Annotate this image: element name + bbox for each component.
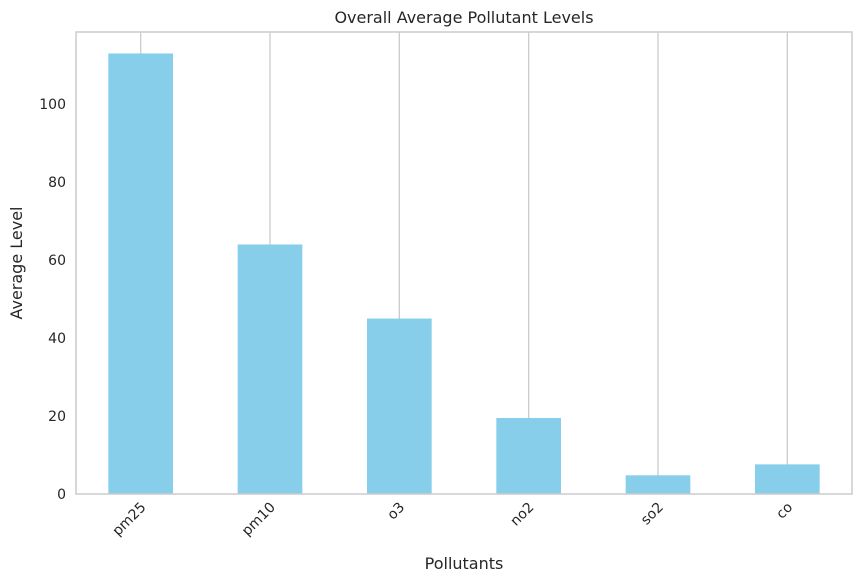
axes-frame bbox=[75, 31, 853, 495]
y-tick-label-0: 0 bbox=[57, 487, 66, 503]
y-tick-label-80: 80 bbox=[48, 175, 66, 191]
x-tick-label-pm25: pm25 bbox=[110, 500, 150, 540]
x-tick-label-no2: no2 bbox=[508, 500, 538, 530]
chart-title: Overall Average Pollutant Levels bbox=[334, 8, 593, 27]
bar-co bbox=[755, 464, 820, 494]
y-tick-label-20: 20 bbox=[48, 409, 66, 425]
x-tick-label-pm10: pm10 bbox=[239, 500, 279, 540]
y-tick-label-40: 40 bbox=[48, 331, 66, 347]
bars bbox=[108, 53, 820, 494]
x-tick-labels: pm25 pm10 o3 no2 so2 co bbox=[110, 500, 797, 540]
x-tick-label-o3: o3 bbox=[384, 500, 408, 524]
x-axis-title: Pollutants bbox=[425, 554, 504, 573]
y-tick-label-100: 100 bbox=[39, 97, 66, 113]
x-tick-label-so2: so2 bbox=[638, 500, 667, 529]
bar-so2 bbox=[625, 475, 691, 494]
y-tick-label-60: 60 bbox=[48, 253, 66, 269]
bar-pm25 bbox=[108, 53, 173, 494]
bar-pm10 bbox=[237, 244, 303, 494]
y-tick-labels: 0 20 40 60 80 100 bbox=[39, 97, 66, 503]
y-axis-title: Average Level bbox=[7, 206, 26, 319]
bar-no2 bbox=[496, 417, 561, 494]
bar-o3 bbox=[367, 318, 432, 494]
x-tick-label-co: co bbox=[773, 500, 796, 523]
axes-spines bbox=[75, 31, 853, 495]
